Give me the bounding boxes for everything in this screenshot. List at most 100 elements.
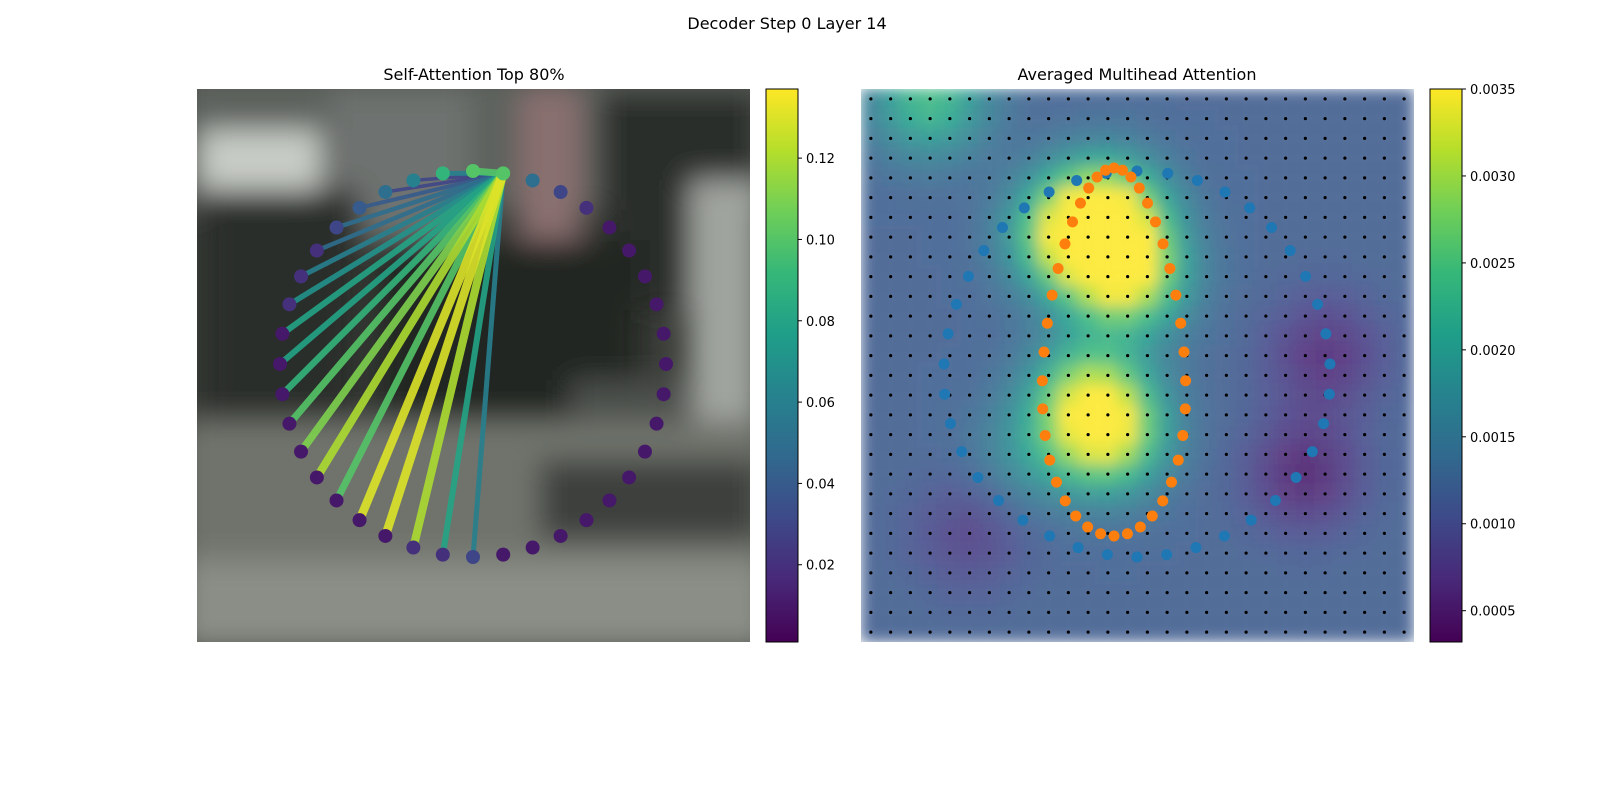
grid-dot	[1165, 512, 1169, 516]
grid-dot	[928, 176, 932, 180]
grid-dot	[1205, 97, 1209, 101]
grid-dot	[1363, 472, 1367, 476]
grid-dot	[1343, 97, 1347, 101]
orange-point	[1179, 403, 1191, 415]
orange-point	[1074, 197, 1086, 209]
grid-dot	[1244, 591, 1248, 595]
grid-dot	[1007, 452, 1011, 456]
grid-dot	[1007, 591, 1011, 595]
grid-dot	[1303, 492, 1307, 496]
attention-edge	[470, 170, 506, 560]
orange-point	[1164, 262, 1176, 274]
grid-dot	[1126, 117, 1130, 121]
grid-dot	[1126, 610, 1130, 614]
grid-dot	[1224, 373, 1228, 377]
grid-dot	[1106, 235, 1110, 239]
grid-dot	[1106, 531, 1110, 535]
grid-dot	[1145, 610, 1149, 614]
grid-dot	[1185, 512, 1189, 516]
grid-dot	[869, 630, 873, 634]
grid-dot	[1165, 472, 1169, 476]
grid-dot	[968, 314, 972, 318]
blue-point	[1318, 418, 1330, 430]
grid-dot	[1382, 591, 1386, 595]
grid-dot	[1343, 314, 1347, 318]
grid-dot	[968, 452, 972, 456]
attention-node	[553, 185, 568, 200]
grid-dot	[1343, 176, 1347, 180]
grid-dot	[1363, 334, 1367, 338]
orange-point	[1142, 197, 1154, 209]
grid-dot	[1363, 294, 1367, 298]
grid-dot	[1284, 136, 1288, 140]
grid-dot	[948, 215, 952, 219]
grid-dot	[869, 373, 873, 377]
grid-dot	[948, 630, 952, 634]
grid-dot	[1185, 551, 1189, 555]
grid-dot	[1106, 413, 1110, 417]
grid-dot	[869, 393, 873, 397]
grid-dot	[1086, 235, 1090, 239]
grid-dot	[1066, 314, 1070, 318]
grid-dot	[908, 551, 912, 555]
attention-node	[294, 269, 309, 284]
grid-dot	[1363, 591, 1367, 595]
grid-dot	[1224, 433, 1228, 437]
orange-point	[1100, 164, 1112, 176]
blue-point	[978, 245, 990, 257]
grid-dot	[1402, 294, 1406, 298]
grid-dot	[928, 433, 932, 437]
grid-dot	[1165, 531, 1169, 535]
orange-point-series	[1036, 162, 1192, 542]
grid-dot	[1343, 492, 1347, 496]
grid-dot	[908, 215, 912, 219]
grid-dot	[987, 156, 991, 160]
grid-dot	[1205, 196, 1209, 200]
grid-dot	[1145, 531, 1149, 535]
grid-dot	[908, 472, 912, 476]
grid-dot	[1066, 433, 1070, 437]
grid-dot	[1145, 97, 1149, 101]
grid-dot	[987, 472, 991, 476]
grid-dot	[889, 472, 893, 476]
grid-dot	[1402, 531, 1406, 535]
grid-dot	[1185, 452, 1189, 456]
grid-dot	[1205, 235, 1209, 239]
orange-point	[1051, 476, 1063, 488]
attention-edge	[297, 169, 507, 456]
colorbar-right-tick-label: 0.0010	[1470, 518, 1516, 533]
grid-dot	[1205, 610, 1209, 614]
grid-dot	[987, 551, 991, 555]
grid-dot	[1205, 512, 1209, 516]
grid-dot	[1303, 413, 1307, 417]
grid-dot	[1343, 452, 1347, 456]
attention-node	[378, 185, 393, 200]
grid-dot	[1145, 433, 1149, 437]
grid-dot	[1007, 610, 1011, 614]
grid-dot	[908, 196, 912, 200]
grid-dot	[968, 373, 972, 377]
grid-dot	[948, 235, 952, 239]
grid-dot	[948, 275, 952, 279]
grid-dot	[1185, 117, 1189, 121]
grid-dot	[987, 452, 991, 456]
colorbar-right-tick-label: 0.0030	[1470, 170, 1516, 185]
colorbar-right-tick-label: 0.0015	[1470, 431, 1516, 446]
blue-point	[1218, 530, 1230, 542]
grid-dot	[928, 531, 932, 535]
attention-node	[282, 297, 297, 312]
grid-dot	[1363, 373, 1367, 377]
grid-dot	[1363, 433, 1367, 437]
blue-point	[950, 298, 962, 310]
grid-dot	[1323, 235, 1327, 239]
attention-node	[649, 416, 664, 431]
grid-dot	[1402, 472, 1406, 476]
grid-dot	[1343, 255, 1347, 259]
attention-node	[294, 444, 309, 459]
grid-dot	[1106, 275, 1110, 279]
orange-point	[1178, 346, 1190, 358]
grid-dot	[1027, 630, 1031, 634]
grid-dot	[1244, 433, 1248, 437]
grid-dot	[948, 472, 952, 476]
grid-dot	[1047, 215, 1051, 219]
